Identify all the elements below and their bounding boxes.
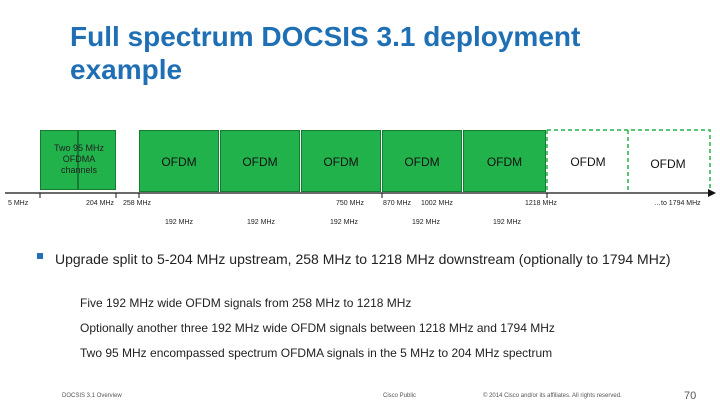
subpoint-2: Optionally another three 192 MHz wide OF… [80, 321, 555, 335]
bandwidth-label-1: 192 MHz [165, 219, 194, 226]
tick-870mhz: 870 MHz [383, 200, 412, 207]
bandwidth-label-5: 192 MHz [493, 219, 522, 226]
tick-5mhz: 5 MHz [8, 200, 29, 207]
slide-title: Full spectrum DOCSIS 3.1 deployment exam… [70, 21, 581, 85]
tick-258mhz: 258 MHz [123, 200, 152, 207]
bandwidth-label-4: 192 MHz [412, 219, 441, 226]
tick-1002mhz: 1002 MHz [421, 200, 453, 207]
footer-center: Cisco Public [383, 393, 417, 399]
page-number: 70 [684, 390, 697, 402]
ofdm-label-optional-2: OFDM [650, 157, 686, 171]
bullet-marker [37, 253, 43, 259]
tick-1218mhz: 1218 MHz [525, 200, 557, 207]
ofdm-label-3: OFDM [323, 155, 359, 169]
footer-right: © 2014 Cisco and/or its affiliates. All … [483, 393, 622, 399]
ofdm-label-1: OFDM [161, 155, 197, 169]
ofdm-label-2: OFDM [242, 155, 278, 169]
tick-1794mhz: …to 1794 MHz [654, 200, 701, 207]
bullet-text: Upgrade split to 5-204 MHz upstream, 258… [55, 251, 671, 267]
ofdm-label-4: OFDM [404, 155, 440, 169]
bandwidth-label-2: 192 MHz [247, 219, 276, 226]
ofdm-block-3 [301, 130, 381, 192]
ofdm-block-4 [382, 130, 462, 192]
ofdm-label-optional-1: OFDM [570, 155, 606, 169]
upstream-label: Two 95 MHz OFDMA channels [53, 143, 104, 175]
subpoint-3: Two 95 MHz encompassed spectrum OFDMA si… [80, 346, 553, 360]
ofdm-block-2 [220, 130, 300, 192]
ofdm-block-1 [139, 130, 219, 192]
footer-left: DOCSIS 3.1 Overview [62, 393, 122, 399]
bandwidth-label-3: 192 MHz [330, 219, 359, 226]
subpoint-1: Five 192 MHz wide OFDM signals from 258 … [80, 296, 412, 310]
optional-spectrum-outline [5, 129, 716, 198]
upstream-block-1 [40, 130, 78, 190]
upstream-block-2 [78, 130, 116, 190]
ofdm-block-5 [463, 130, 546, 192]
spectrum-diagram: Two 95 MHz OFDMA channels OFDM OFDM OFDM… [5, 129, 716, 226]
ofdm-label-5: OFDM [486, 155, 523, 169]
tick-204mhz: 204 MHz [86, 200, 115, 207]
tick-750mhz: 750 MHz [336, 200, 365, 207]
